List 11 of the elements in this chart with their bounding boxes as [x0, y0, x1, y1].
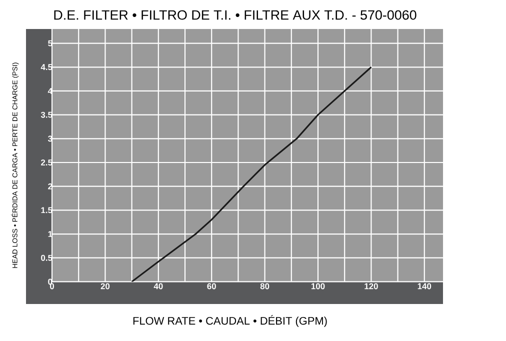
- x-tick-label: 120: [364, 283, 378, 290]
- line-series: [131, 66, 372, 282]
- x-tick-label: 60: [207, 283, 216, 290]
- x-tick-label: 20: [100, 283, 110, 290]
- chart-title: D.E. FILTER • FILTRO DE T.I. • FILTRE AUX T.D. - 570-0060: [54, 10, 416, 20]
- x-tick-label: 80: [260, 283, 270, 290]
- x-tick-label: 140: [418, 283, 432, 290]
- y-tick-label: 1: [48, 231, 52, 237]
- x-axis-title: FLOW RATE • CAUDAL • DÉBIT (GPM): [133, 315, 327, 327]
- x-tick-label: 40: [154, 283, 163, 290]
- x-tick-label: 100: [311, 283, 325, 290]
